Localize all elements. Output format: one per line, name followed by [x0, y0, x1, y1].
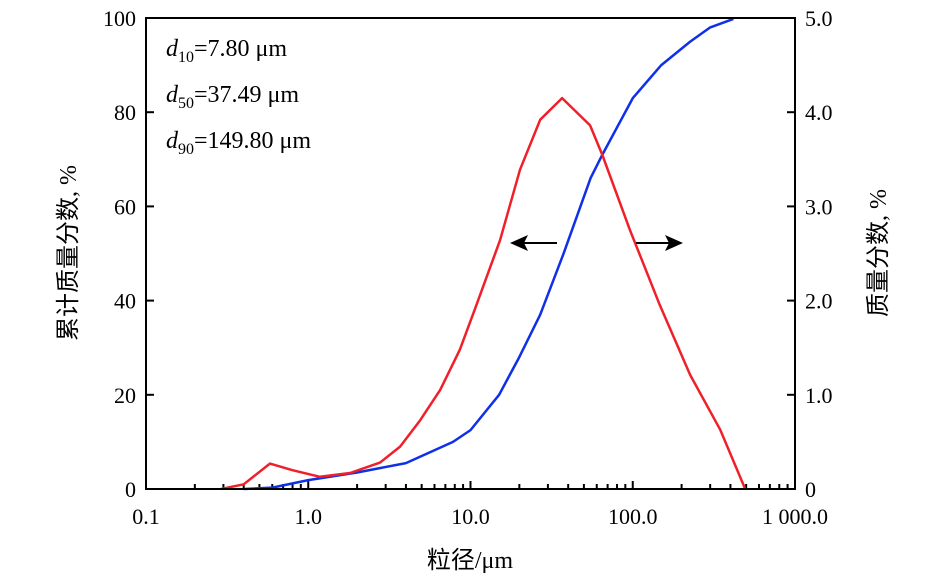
- y-right-tick-label: 3.0: [805, 194, 833, 219]
- x-tick-label: 10.0: [451, 504, 490, 529]
- arrow-right: [636, 235, 683, 251]
- y-right-tick-label: 1.0: [805, 383, 833, 408]
- cumulative-series-line: [243, 17, 734, 491]
- x-tick-label: 100.0: [608, 504, 658, 529]
- y-left-tick-label: 0: [125, 477, 136, 502]
- y-left-tick-label: 100: [103, 6, 136, 31]
- y-left-tick-label: 20: [114, 383, 136, 408]
- y-right-tick-label: 4.0: [805, 100, 833, 125]
- y-left-tick-label: 60: [114, 194, 136, 219]
- y-right-tick-label: 0: [805, 477, 816, 502]
- arrow-left: [510, 235, 557, 251]
- y-right-tick-label: 5.0: [805, 6, 833, 31]
- x-tick-label: 1 000.0: [762, 504, 828, 529]
- d-value-annotation: d90=149.80 μm: [166, 128, 311, 158]
- y-left-axis-label: 累计质量分数, %: [55, 165, 82, 341]
- d-value-annotation: d50=37.49 μm: [166, 82, 299, 112]
- y-right-tick-label: 2.0: [805, 289, 833, 314]
- y-right-axis-label: 质量分数, %: [865, 189, 892, 317]
- y-left-tick-label: 40: [114, 289, 136, 314]
- x-tick-label: 1.0: [295, 504, 323, 529]
- d-value-annotation: d10=7.80 μm: [166, 36, 287, 66]
- plot-frame: [145, 17, 796, 490]
- x-tick-label: 0.1: [132, 504, 160, 529]
- y-left-tick-label: 80: [114, 100, 136, 125]
- x-axis-label: 粒径/μm: [427, 547, 514, 574]
- frequency-series-line: [220, 96, 747, 491]
